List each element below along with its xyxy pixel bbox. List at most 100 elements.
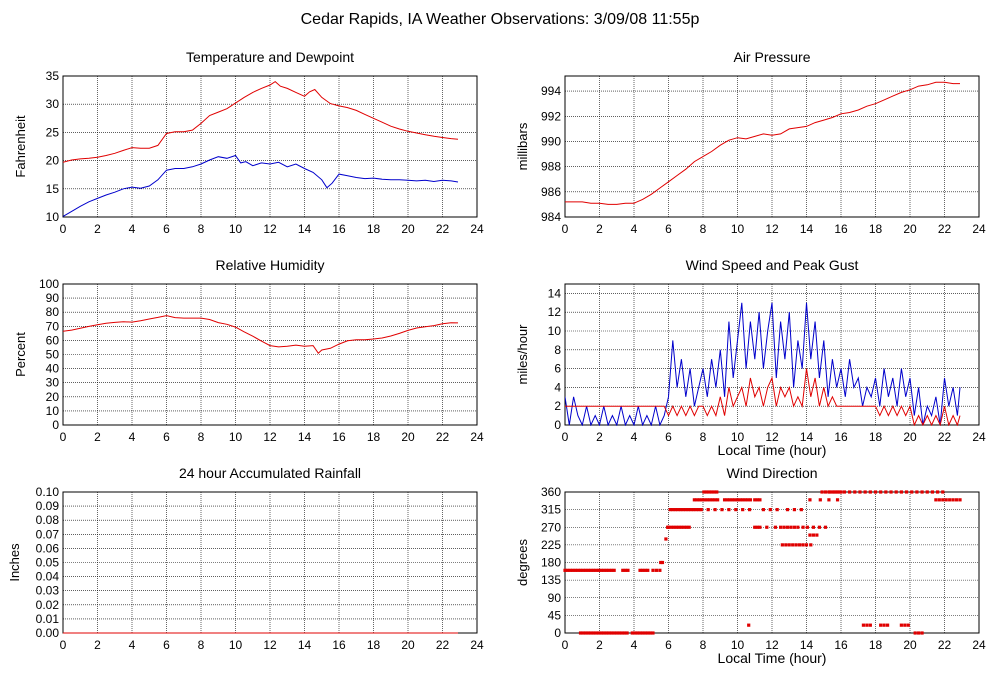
direction-point — [565, 568, 570, 572]
direction-point — [706, 508, 710, 512]
direction-point — [617, 631, 621, 635]
direction-point — [682, 525, 686, 529]
humidity-y-tick-label: 20 — [46, 390, 60, 404]
direction-point — [910, 490, 914, 494]
temperature-y-tick-label: 20 — [46, 154, 60, 168]
direction-point — [633, 631, 637, 635]
humidity-y-tick-label: 100 — [39, 277, 59, 291]
direction-point — [673, 508, 677, 512]
direction-y-tick-label: 270 — [541, 520, 561, 534]
direction-point — [835, 490, 840, 494]
direction-point — [573, 568, 577, 572]
direction-point — [615, 631, 619, 635]
direction-point — [581, 631, 585, 635]
direction-point — [791, 543, 795, 547]
direction-point — [799, 508, 803, 512]
direction-point — [643, 568, 647, 572]
humidity-y-tick-label: 70 — [46, 319, 60, 333]
direction-point — [716, 498, 720, 502]
wind-x-tick-label: 16 — [834, 430, 848, 444]
direction-point — [638, 568, 642, 572]
direction-point — [638, 631, 642, 635]
rainfall-y-tick-label: 0.10 — [36, 485, 60, 499]
direction-point — [889, 490, 893, 494]
direction-point — [747, 508, 752, 512]
temperature-x-tick-label: 18 — [367, 222, 381, 236]
pressure-title: Air Pressure — [733, 49, 810, 65]
direction-point — [691, 508, 696, 512]
pressure-y-tick-label: 992 — [541, 109, 561, 123]
direction-point — [654, 568, 659, 572]
wind-y-tick-label: 12 — [548, 305, 562, 319]
direction-point — [951, 498, 955, 502]
direction-point — [646, 631, 650, 635]
direction-point — [687, 525, 691, 529]
direction-point — [817, 525, 822, 529]
direction-point — [868, 490, 872, 494]
wind-plot-frame — [564, 283, 980, 426]
direction-point — [591, 631, 596, 635]
direction-point — [805, 525, 809, 529]
direction-point — [697, 498, 702, 502]
direction-title: Wind Direction — [726, 465, 817, 481]
direction-x-tick-label: 18 — [869, 638, 883, 652]
direction-point — [710, 490, 714, 494]
direction-point — [607, 631, 611, 635]
pressure-y-axis-label: millibars — [515, 122, 530, 170]
direction-point — [735, 498, 740, 502]
direction-point — [873, 490, 878, 494]
rainfall-y-tick-label: 0.01 — [36, 612, 60, 626]
wind-x-axis-label: Local Time (hour) — [718, 442, 827, 458]
direction-point — [599, 631, 603, 635]
humidity-x-tick-label: 22 — [436, 430, 450, 444]
rainfall-y-tick-label: 0.05 — [36, 556, 60, 570]
wind-x-tick-label: 14 — [800, 430, 814, 444]
direction-point — [804, 543, 809, 547]
direction-point — [920, 490, 924, 494]
humidity-plot-frame — [62, 283, 478, 426]
pressure-x-tick-label: 10 — [731, 222, 745, 236]
direction-point — [743, 498, 747, 502]
direction-point — [641, 568, 645, 572]
humidity-x-tick-label: 24 — [470, 430, 484, 444]
direction-point — [720, 508, 724, 512]
direction-point — [834, 490, 838, 494]
wind-x-tick-label: 22 — [938, 430, 952, 444]
direction-point — [936, 490, 940, 494]
rainfall-x-tick-label: 0 — [60, 638, 67, 652]
pressure-y-tick-label: 986 — [541, 185, 561, 199]
temperature-x-tick-label: 0 — [60, 222, 67, 236]
wind-x-tick-label: 24 — [972, 430, 986, 444]
direction-point — [746, 498, 750, 502]
direction-point — [576, 568, 580, 572]
wind-x-tick-label: 6 — [665, 430, 672, 444]
temperature-y-tick-label: 35 — [46, 69, 60, 83]
direction-point — [954, 498, 959, 502]
temperature-y-tick-label: 30 — [46, 97, 60, 111]
temperature-y-tick-label: 10 — [46, 210, 60, 224]
direction-y-tick-label: 0 — [554, 626, 561, 640]
direction-point — [820, 490, 824, 494]
rainfall-y-tick-label: 0.09 — [36, 499, 60, 513]
direction-point — [884, 490, 888, 494]
direction-point — [830, 490, 834, 494]
direction-point — [586, 568, 590, 572]
direction-point — [710, 498, 715, 502]
direction-point — [686, 508, 690, 512]
direction-x-tick-label: 14 — [800, 638, 814, 652]
pressure-x-tick-label: 20 — [903, 222, 917, 236]
direction-y-tick-label: 135 — [541, 573, 561, 587]
direction-point — [879, 490, 883, 494]
direction-point — [755, 498, 759, 502]
direction-point — [697, 508, 701, 512]
pressure-x-tick-label: 12 — [765, 222, 779, 236]
rainfall-x-tick-label: 2 — [94, 638, 101, 652]
rainfall-x-tick-label: 14 — [298, 638, 312, 652]
direction-point — [707, 490, 711, 494]
direction-point — [937, 498, 941, 502]
direction-point — [827, 490, 831, 494]
temperature-x-tick-label: 12 — [263, 222, 277, 236]
direction-point — [651, 631, 655, 635]
